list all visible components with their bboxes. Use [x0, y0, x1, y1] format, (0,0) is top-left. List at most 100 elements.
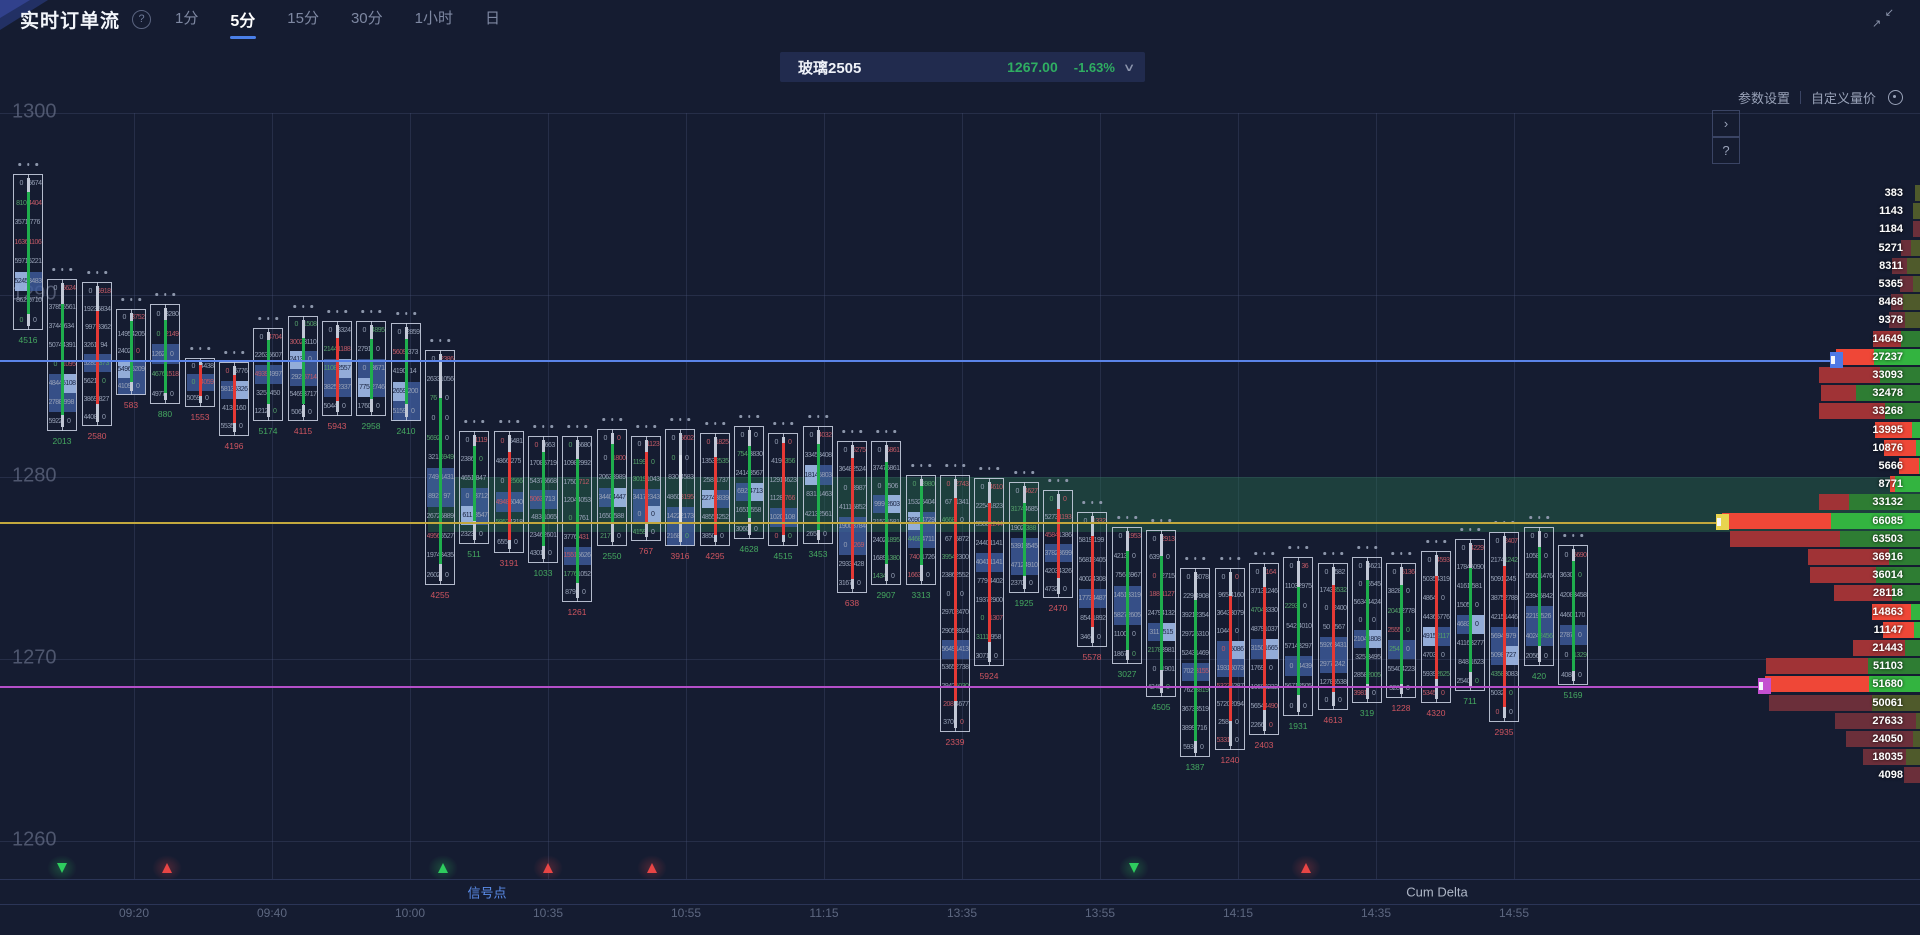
bid-volume-cell: 4190 [392, 368, 407, 376]
x-axis-label: 10:55 [670, 906, 702, 920]
price-level-row: 0 269 [838, 536, 866, 555]
price-level-row: 1278 5538 [1320, 673, 1347, 691]
price-level-row: 1867 0 [1114, 644, 1141, 664]
delta-bar [1262, 587, 1266, 711]
ask-volume-cell: 5834 [97, 305, 111, 313]
tab-1分[interactable]: 1分 [175, 10, 199, 27]
tab-日[interactable]: 日 [484, 10, 500, 27]
instrument-selector[interactable]: 玻璃2505 1267.00 -1.63% ∨ [780, 52, 1145, 82]
ask-volume-cell: 4623 [783, 476, 797, 484]
imbalance-dots [808, 415, 828, 418]
ask-volume-cell: 0 [514, 539, 518, 547]
candle: 0 3752 1495 4205 2402 0 5496 5209 4109 0 583 [116, 298, 146, 410]
ask-volume-cell: 0 [445, 395, 449, 403]
price-level-row: 3345 3408 [805, 446, 832, 466]
volume-profile-value: 11147 [1873, 623, 1903, 636]
help-icon[interactable]: ? [132, 9, 152, 29]
price-level-row: 0 1800 [599, 449, 626, 469]
candle: 0 1119 2386 0 4651 847 0 3712 611 3547 2323 0 511 [459, 420, 489, 559]
cum-delta-pane-label[interactable]: Cum Delta [1406, 884, 1468, 900]
ask-volume-cell: 1825 [715, 438, 729, 446]
tab-15分[interactable]: 15分 [287, 10, 319, 27]
ask-volume-cell: 2601 [543, 532, 557, 540]
ask-volume-cell: 3330 [1264, 607, 1278, 615]
delta-bar [850, 445, 854, 459]
collapse-icon[interactable]: ↙ ↗ [1872, 7, 1894, 30]
custom-volume-button[interactable]: 自定义量价 [1810, 91, 1876, 106]
price-level-row: 5159 0 [392, 401, 420, 421]
candle: 0 0 754 3830 2414 3567 692 4713 1651 558 3060 0 4628 [734, 415, 764, 554]
ask-volume-cell: 0 [680, 526, 694, 546]
volume-profile-value: 27237 [1872, 350, 1903, 363]
ask-volume-cell: 5310 [1195, 630, 1209, 638]
price-level-row: 1058 0 [1526, 547, 1553, 567]
price-level-row: 0 1508 [290, 316, 317, 334]
volume-profile-value: 1143 [1879, 205, 1903, 218]
param-settings-button[interactable]: 参数设置 [1737, 91, 1790, 106]
delta-bar [1262, 567, 1266, 588]
volume-profile-value: 383 [1884, 187, 1903, 199]
bid-volume-cell: 254 [1387, 640, 1401, 660]
side-buttons: › ? [1712, 110, 1740, 164]
price-level-row: 4732 0 [1045, 580, 1072, 598]
panel-help-button[interactable]: ? [1712, 137, 1740, 164]
bid-volume-cell: 2254 [975, 502, 990, 510]
tab-5分[interactable]: 5分 [228, 1, 257, 37]
bid-volume-cell: 483 [531, 514, 542, 522]
marker-notch [1717, 518, 1721, 526]
buy-volume-segment [1871, 694, 1920, 711]
signal-down-icon [47, 855, 77, 881]
imbalance-dots [636, 425, 656, 428]
visibility-icon[interactable] [1888, 90, 1903, 105]
bid-volume-cell: 810 [16, 199, 27, 207]
ask-volume-cell: 0 [33, 316, 37, 324]
ask-volume-cell: 3699 [1058, 544, 1072, 562]
candle: 0 2859 5609 373 4190 14 2659 200 5159 0 2410 [391, 312, 421, 436]
price-level-row: 5560 1476 [1526, 567, 1553, 587]
tab-30分[interactable]: 30分 [350, 10, 383, 27]
sell-volume-segment [1769, 694, 1872, 711]
candle-border [391, 323, 421, 421]
ask-volume-cell: 3079 [1230, 609, 1244, 617]
imbalance-dots [533, 425, 553, 428]
ask-volume-cell: 0 [1166, 554, 1170, 562]
price-level-row: 0 5776 [221, 362, 248, 381]
v-gridline [1100, 113, 1101, 879]
bid-volume-cell: 5714 [1284, 642, 1299, 650]
delta-bar [232, 375, 236, 424]
bid-volume-cell: 3019 [632, 476, 647, 484]
candle-delta-label: 638 [844, 598, 860, 608]
delta-bar [541, 440, 545, 453]
volume-profile-bar [1889, 312, 1920, 329]
delta-bar [781, 437, 785, 444]
ask-volume-cell: 5776 [234, 367, 248, 375]
bid-volume-cell: 5365 [941, 664, 956, 672]
signal-up-icon [637, 855, 667, 881]
price-level-row: 0 3671 [357, 359, 385, 378]
ask-volume-cell: 0 [1235, 628, 1239, 636]
buy-volume-segment [1915, 712, 1920, 729]
candle-border [1043, 490, 1073, 598]
ask-volume-cell: 0 [1470, 615, 1484, 634]
bid-volume-cell: 3345 [804, 451, 819, 459]
delta-bar [507, 539, 511, 549]
price-level-row: 5971 5221 [15, 252, 42, 272]
ask-volume-cell: 0 [1441, 652, 1445, 659]
price-level-row: 1551 5626 [563, 546, 591, 566]
delta-bar [1125, 649, 1129, 660]
ask-volume-cell: 5803 [818, 465, 832, 485]
candle: 0 0 1058 0 5560 1476 2394 5842 2219 526 4024 2456 20… [1524, 516, 1554, 681]
tab-1小时[interactable]: 1小时 [414, 10, 453, 27]
ask-volume-cell: 0 [1544, 652, 1548, 660]
signal-pane-label[interactable]: 信号点 [467, 885, 507, 901]
ask-volume-cell: 2625 [1436, 671, 1450, 678]
ask-volume-cell: 506 [887, 482, 899, 490]
delta-bar [1537, 645, 1541, 662]
delta-bar [816, 529, 820, 540]
price-level-row: 1760 0 [358, 397, 385, 416]
delta-bar [919, 564, 923, 581]
expand-panel-button[interactable]: › [1712, 110, 1740, 137]
bid-volume-cell: 0 [632, 506, 646, 524]
volume-profile-bar [1891, 294, 1920, 311]
price-level-row: 4358 3083 [1491, 665, 1518, 684]
